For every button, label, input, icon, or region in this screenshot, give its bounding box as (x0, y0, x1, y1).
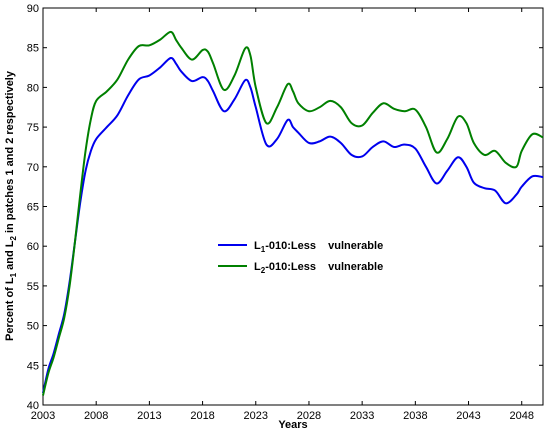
y-tick-label: 55 (27, 281, 39, 293)
y-tick-label: 40 (27, 400, 39, 412)
y-tick-label: 80 (27, 82, 39, 94)
legend-label-l2: L2-010:Less vulnerable (254, 261, 383, 275)
x-tick-label: 2038 (403, 410, 427, 422)
series-layer (42, 30, 544, 396)
series-line-1 (42, 56, 544, 394)
y-axis-label: Percent of L1 and L2 in patches 1 and 2 … (4, 70, 18, 341)
legend-label-l1: L1-010:Less vulnerable (254, 240, 383, 254)
x-tick-label: 2008 (84, 410, 108, 422)
x-tick-label: 2048 (509, 410, 533, 422)
x-tick-label: 2003 (31, 410, 55, 422)
x-tick-label: 2023 (244, 410, 268, 422)
x-tick-label: 2018 (190, 410, 214, 422)
y-axis: 40 45 50 55 60 65 70 75 80 85 90 (27, 3, 543, 412)
y-tick-label: 70 (27, 162, 39, 174)
y-tick-label: 85 (27, 43, 39, 55)
y-tick-label: 75 (27, 122, 39, 134)
x-axis: 2003 2008 2013 2018 2023 2028 2033 2038 2043 2048 (31, 8, 534, 422)
x-axis-label: Years (278, 419, 307, 431)
y-tick-label: 65 (27, 202, 39, 214)
y-tick-label: 50 (27, 321, 39, 333)
y-tick-label: 45 (27, 360, 39, 372)
legend: L1-010:Less vulnerable L2-010:Less vulne… (218, 240, 383, 275)
series-line-2 (42, 30, 544, 396)
y-tick-label: 90 (27, 3, 39, 15)
x-tick-label: 2028 (297, 410, 321, 422)
x-tick-label: 2033 (350, 410, 374, 422)
plot-frame (42, 7, 544, 406)
x-tick-label: 2043 (456, 410, 480, 422)
x-tick-label: 2013 (137, 410, 161, 422)
y-tick-label: 60 (27, 241, 39, 253)
